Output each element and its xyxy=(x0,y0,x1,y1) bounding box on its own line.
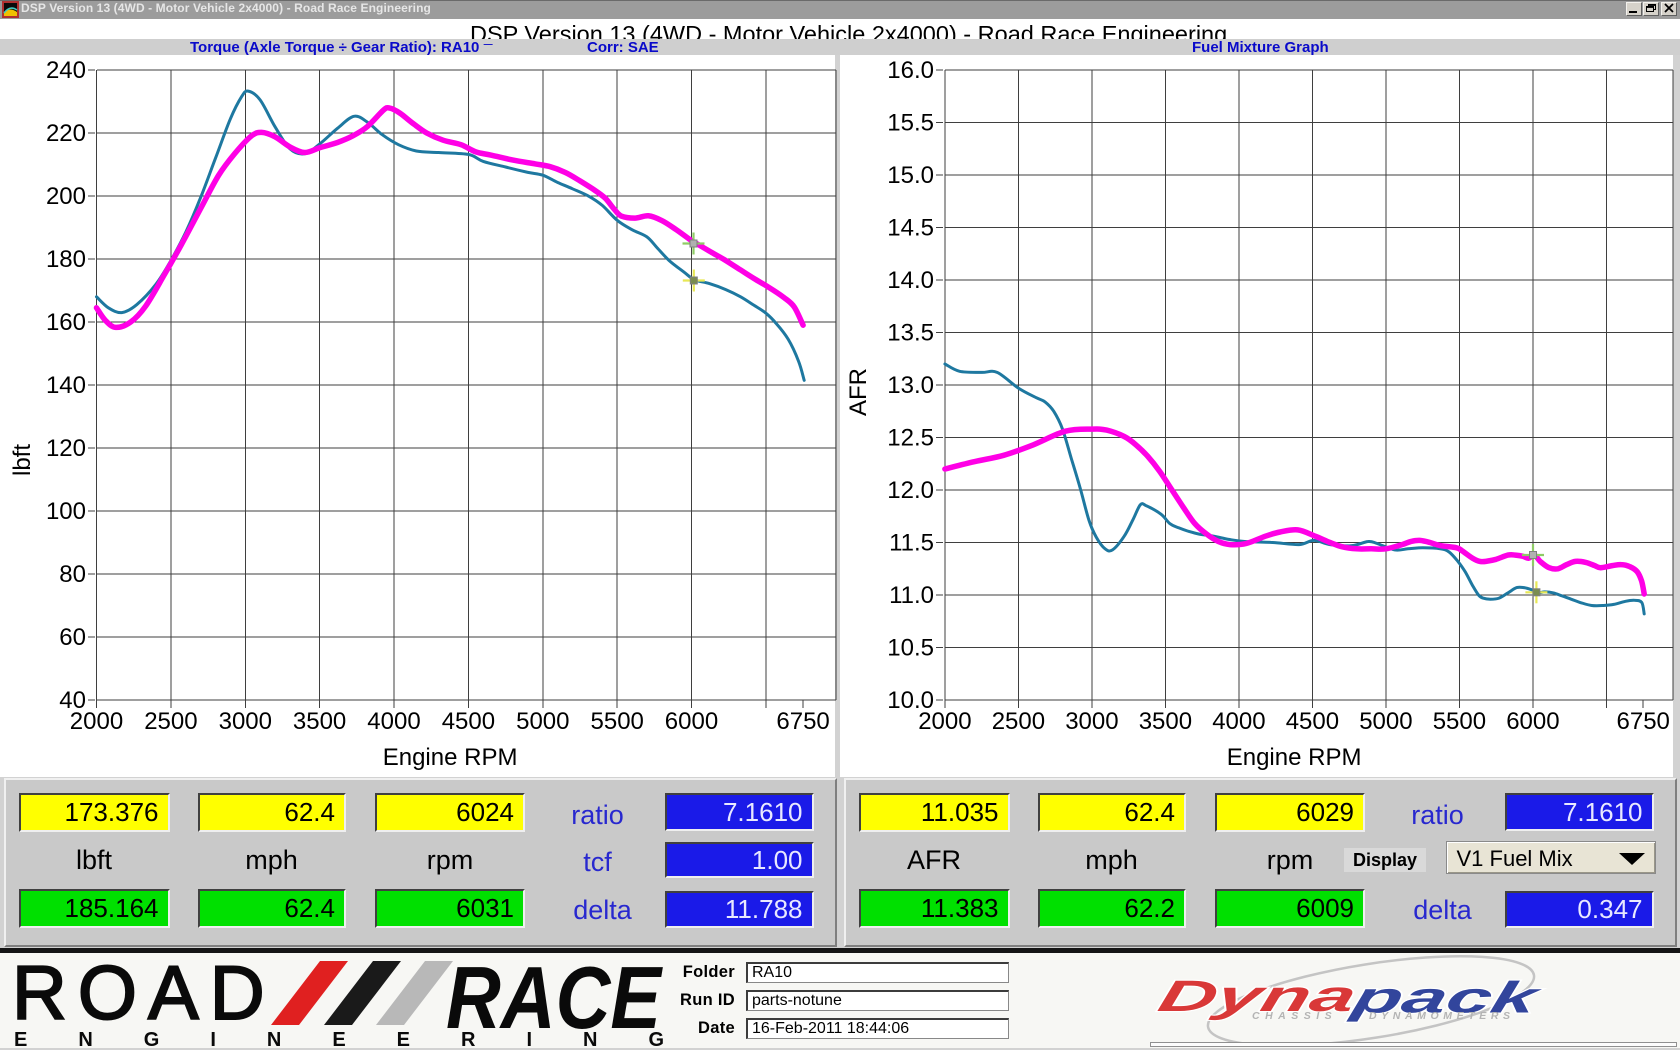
svg-text:4000: 4000 xyxy=(367,708,420,735)
svg-text:ENGINEERING: ENGINEERING xyxy=(14,1029,700,1050)
svg-text:5000: 5000 xyxy=(1359,708,1412,735)
svg-text:pack: pack xyxy=(1346,973,1547,1022)
svg-text:5000: 5000 xyxy=(516,708,569,735)
svg-text:40: 40 xyxy=(59,687,86,714)
svg-text:11.0: 11.0 xyxy=(889,582,934,609)
svg-text:16.0: 16.0 xyxy=(887,57,934,84)
svg-text:180: 180 xyxy=(46,246,86,273)
svg-text:15.0: 15.0 xyxy=(887,162,934,189)
svg-text:RACE: RACE xyxy=(446,953,663,1047)
svg-text:80: 80 xyxy=(59,561,86,588)
svg-text:5500: 5500 xyxy=(1433,708,1486,735)
svg-text:140: 140 xyxy=(46,372,86,399)
svg-text:6000: 6000 xyxy=(665,708,718,735)
svg-text:14.5: 14.5 xyxy=(887,215,934,242)
svg-text:6750: 6750 xyxy=(1617,708,1670,735)
svg-text:2000: 2000 xyxy=(918,708,971,735)
svg-text:2000: 2000 xyxy=(70,708,123,735)
svg-text:Engine RPM: Engine RPM xyxy=(383,744,518,771)
svg-text:3500: 3500 xyxy=(293,708,346,735)
svg-text:Dyna: Dyna xyxy=(1154,971,1362,1020)
svg-text:6000: 6000 xyxy=(1506,708,1559,735)
svg-text:11.5: 11.5 xyxy=(889,530,934,557)
svg-text:240: 240 xyxy=(46,57,86,84)
svg-text:6750: 6750 xyxy=(776,708,829,735)
svg-text:2500: 2500 xyxy=(992,708,1045,735)
svg-text:12.0: 12.0 xyxy=(887,477,934,504)
svg-text:13.5: 13.5 xyxy=(887,320,934,347)
svg-text:60: 60 xyxy=(59,624,86,651)
svg-text:220: 220 xyxy=(46,120,86,147)
svg-text:DYNAMOMETERS: DYNAMOMETERS xyxy=(1369,1010,1515,1022)
svg-text:3000: 3000 xyxy=(219,708,272,735)
svg-text:120: 120 xyxy=(46,435,86,462)
svg-text:3500: 3500 xyxy=(1139,708,1192,735)
svg-text:2500: 2500 xyxy=(144,708,197,735)
svg-text:Engine RPM: Engine RPM xyxy=(1227,744,1362,771)
svg-text:AFR: AFR xyxy=(845,368,872,416)
svg-text:4500: 4500 xyxy=(442,708,495,735)
svg-text:CHASSIS: CHASSIS xyxy=(1252,1010,1337,1022)
svg-text:13.0: 13.0 xyxy=(887,372,934,399)
svg-text:14.0: 14.0 xyxy=(887,267,934,294)
svg-text:4500: 4500 xyxy=(1286,708,1339,735)
svg-text:12.5: 12.5 xyxy=(887,425,934,452)
svg-text:3000: 3000 xyxy=(1065,708,1118,735)
svg-text:200: 200 xyxy=(46,183,86,210)
svg-text:10.0: 10.0 xyxy=(887,687,934,714)
svg-text:15.5: 15.5 xyxy=(887,110,934,137)
svg-text:lbft: lbft xyxy=(9,444,36,476)
svg-text:10.5: 10.5 xyxy=(887,635,934,662)
svg-text:160: 160 xyxy=(46,309,86,336)
svg-text:5500: 5500 xyxy=(591,708,644,735)
svg-text:ROAD: ROAD xyxy=(12,953,276,1036)
svg-text:100: 100 xyxy=(46,498,86,525)
svg-text:4000: 4000 xyxy=(1212,708,1265,735)
